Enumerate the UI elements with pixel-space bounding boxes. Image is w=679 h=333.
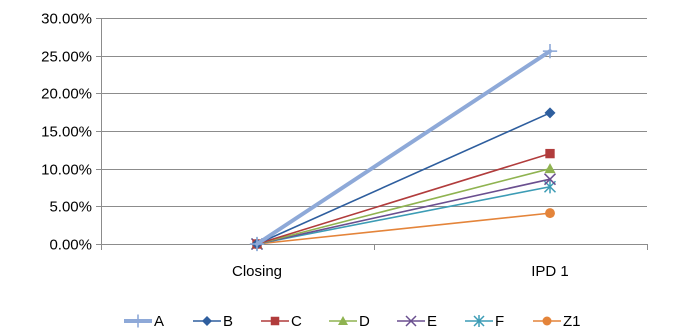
- legend-label: Z1: [563, 313, 581, 330]
- series-e: [250, 173, 557, 251]
- legend-label: E: [427, 313, 437, 330]
- series-line-e: [256, 178, 551, 245]
- circle-marker: [545, 208, 555, 219]
- y-axis-tick-labels: 0.00% 5.00% 10.00% 15.00% 20.00% 25.00% 30.00%: [41, 11, 92, 254]
- y-tick-label: 0.00%: [49, 237, 92, 254]
- plus-marker: [249, 236, 265, 252]
- series-line-f: [256, 185, 551, 245]
- series-lines: [249, 43, 558, 252]
- square-marker: [270, 316, 280, 326]
- series-a: [249, 43, 558, 252]
- y-tick-label: 30.00%: [41, 11, 92, 28]
- legend-item-a: A: [124, 313, 164, 330]
- legend-label: A: [154, 313, 164, 330]
- series-line-c: [256, 152, 551, 245]
- legend-item-b: B: [193, 313, 233, 330]
- series-line-a: [255, 49, 552, 246]
- plus-marker: [542, 43, 558, 59]
- plus-marker: [131, 314, 145, 328]
- gridlines: [101, 18, 647, 207]
- y-tick-label: 15.00%: [41, 124, 92, 141]
- series-line-z1: [256, 212, 551, 245]
- x-tick-label: Closing: [232, 263, 282, 280]
- diamond-marker: [202, 316, 212, 326]
- y-tick-label: 25.00%: [41, 49, 92, 66]
- y-tick-label: 10.00%: [41, 162, 92, 179]
- legend: A B C D E F Z1: [124, 313, 581, 330]
- legend-label: B: [223, 313, 233, 330]
- series-z1: [252, 208, 555, 249]
- x-tick-label: IPD 1: [531, 263, 569, 280]
- legend-item-f: F: [465, 313, 504, 330]
- circle-marker: [542, 316, 552, 326]
- y-tick-label: 5.00%: [49, 199, 92, 216]
- legend-item-d: D: [329, 313, 370, 330]
- legend-label: D: [359, 313, 370, 330]
- axes: [96, 18, 648, 250]
- legend-item-c: C: [261, 313, 302, 330]
- y-tick-label: 20.00%: [41, 86, 92, 103]
- diamond-marker: [544, 107, 556, 119]
- square-marker: [545, 148, 555, 159]
- x-axis-tick-labels: Closing IPD 1: [232, 263, 569, 280]
- series-line-d: [256, 167, 551, 245]
- series-line-b: [256, 112, 551, 245]
- triangle-marker: [338, 316, 348, 325]
- legend-label: C: [291, 313, 302, 330]
- legend-item-z1: Z1: [533, 313, 581, 330]
- asterisk-marker: [473, 315, 485, 327]
- triangle-marker: [544, 163, 556, 174]
- x-marker: [405, 315, 417, 327]
- legend-label: F: [495, 313, 504, 330]
- legend-item-e: E: [397, 313, 437, 330]
- x-marker: [543, 173, 557, 186]
